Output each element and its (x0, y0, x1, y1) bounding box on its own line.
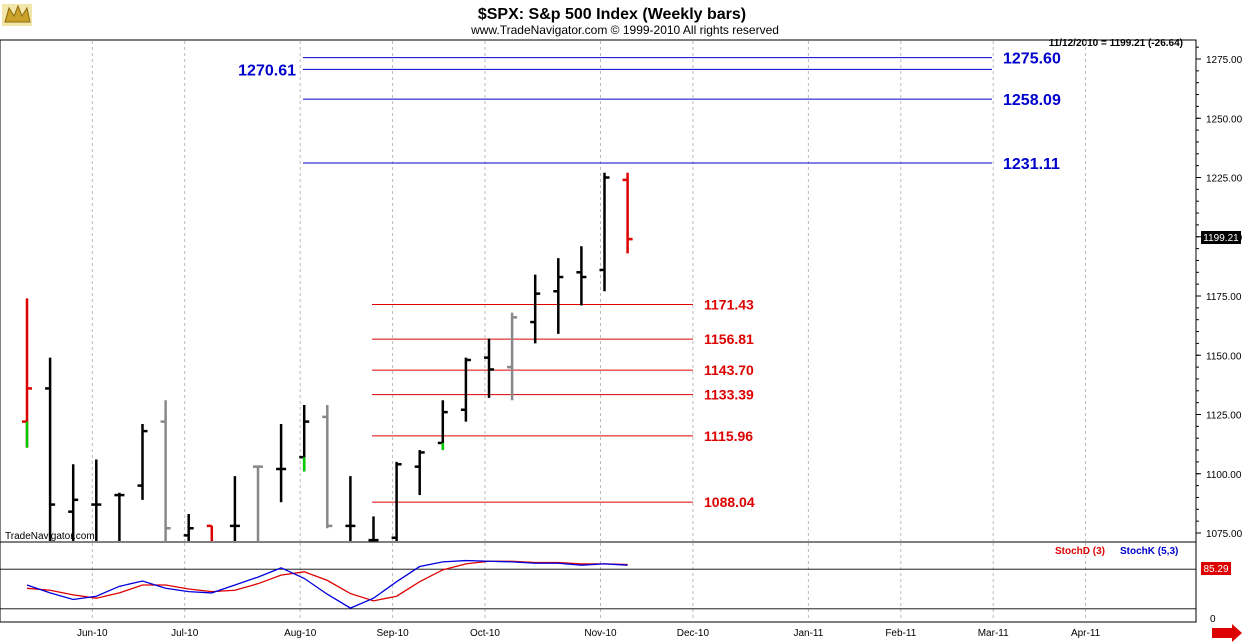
x-tick-label: Apr-11 (1071, 628, 1101, 639)
price-bar (437, 400, 448, 451)
price-bar (507, 312, 518, 401)
date-axis: Jun-10 Jul-10 Aug-10 Sep-10 Oct-10 Nov-10 Dec-… (77, 628, 1101, 639)
x-tick-label: Jun-10 (77, 628, 108, 639)
price-bar (345, 476, 356, 541)
price-bar (322, 405, 333, 529)
last-price-tag (1201, 231, 1241, 244)
stoch-k-legend: StochK (5,3) (1120, 546, 1178, 557)
oscillator-value-tag (1201, 562, 1231, 575)
price-bar (553, 258, 564, 334)
scroll-right-arrow-icon[interactable] (1212, 624, 1242, 642)
x-tick-label: Jul-10 (171, 628, 199, 639)
price-bar (368, 516, 379, 542)
price-bar (229, 476, 240, 541)
y-tick-label: 1275.00 (1206, 55, 1243, 66)
x-tick-label: Mar-11 (978, 628, 1009, 639)
red-level-label: 1143.70 (704, 362, 754, 378)
price-bar (484, 338, 494, 398)
last-price-tag-text: 1199.21 (1203, 233, 1239, 244)
y-tick-label: 1125.00 (1206, 411, 1242, 422)
watermark: TradeNavigator.com (5, 531, 95, 542)
red-level-label: 1156.81 (704, 331, 754, 347)
oscillator-panel-frame (0, 541, 1197, 623)
price-bar (160, 400, 171, 541)
red-level-label: 1171.43 (704, 296, 754, 312)
price-bars (22, 172, 633, 542)
price-axis: 1075.001100.001125.001150.001175.001200.… (1196, 46, 1243, 540)
price-bar (530, 274, 541, 344)
price-bar (414, 450, 425, 496)
y-tick-label: 1225.00 (1206, 174, 1243, 185)
y-tick-label: 1150.00 (1206, 351, 1242, 362)
vertical-grid (91, 41, 1087, 621)
stoch-d-legend: StochD (3) (1055, 546, 1105, 557)
red-level-label: 1133.39 (704, 387, 754, 403)
price-bar (206, 524, 214, 541)
price-bar (253, 465, 263, 541)
chart-title: $SPX: S&p 500 Index (Weekly bars) (478, 6, 746, 23)
red-level-label: 1088.04 (704, 494, 755, 510)
price-bar (599, 172, 610, 292)
x-tick-label: Oct-10 (470, 628, 500, 639)
x-tick-label: Aug-10 (284, 628, 317, 639)
price-bar (622, 172, 633, 254)
price-bar (45, 357, 56, 541)
y-tick-label: 1175.00 (1206, 292, 1242, 303)
red-level-label: 1115.96 (704, 428, 753, 444)
y-tick-label: 1075.00 (1206, 529, 1243, 540)
chart-header: $SPX: S&p 500 Index (Weekly bars) www.Tr… (2, 4, 1183, 49)
price-bar (276, 423, 287, 503)
stoch-k-line (26, 559, 628, 609)
price-bar (460, 357, 471, 422)
x-tick-label: Nov-10 (584, 628, 617, 639)
stoch-d-line (26, 560, 628, 602)
price-bar (68, 464, 79, 541)
price-bar (137, 423, 148, 500)
price-levels: 1275.60 1270.61 1258.09 1231.11 1171.43 1156.… (238, 51, 1061, 511)
x-tick-label: Jan-11 (793, 628, 823, 639)
crown-logo-icon (2, 4, 32, 26)
price-bar (391, 461, 402, 541)
price-bar (114, 492, 125, 541)
x-tick-label: Sep-10 (376, 628, 409, 639)
y-tick-label: 1100.00 (1206, 470, 1242, 481)
x-tick-label: Dec-10 (677, 628, 710, 639)
price-panel-frame (0, 39, 1197, 543)
blue-level-label: 1258.09 (1003, 92, 1061, 109)
price-bar (91, 459, 102, 541)
price-bar (183, 514, 194, 541)
stochastic-oscillator (0, 559, 1196, 610)
x-tick-label: Feb-11 (885, 628, 916, 639)
oscillator-zero-label: 0 (1210, 614, 1216, 625)
blue-level-label: 1231.11 (1003, 156, 1060, 173)
price-readout: 11/12/2010 = 1199.21 (-26.64) (1049, 38, 1183, 49)
chart-subtitle: www.TradeNavigator.com © 1999-2010 All r… (470, 23, 779, 37)
blue-level-label: 1275.60 (1003, 51, 1061, 68)
oscillator-value-tag-text: 85.29 (1203, 564, 1228, 575)
y-tick-label: 1250.00 (1206, 114, 1243, 125)
price-bar (576, 246, 587, 306)
blue-level-label: 1270.61 (238, 62, 296, 79)
